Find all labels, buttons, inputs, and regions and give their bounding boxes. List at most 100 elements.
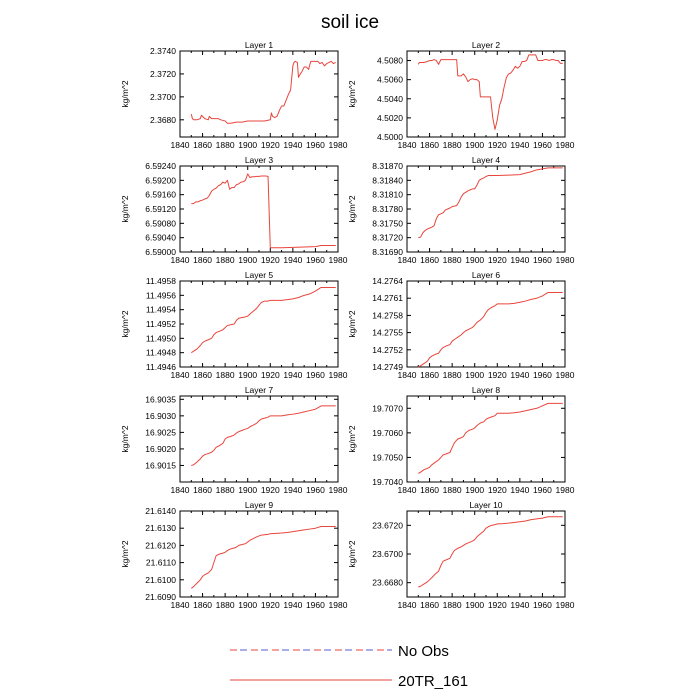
y-tick-label: 11.4958 xyxy=(146,276,176,286)
figure-title: soil ice xyxy=(321,12,379,33)
y-tick-label: 11.4946 xyxy=(146,362,176,372)
panel-layer-10: 1840 1860 1880 1900 1920 1940 1960 198023.66802… xyxy=(347,500,575,610)
x-tick-label: 1920 xyxy=(261,140,280,150)
x-tick-label: 1980 xyxy=(329,600,348,610)
x-tick-label: 1960 xyxy=(533,255,552,265)
panel-title: Layer 6 xyxy=(472,270,501,280)
x-tick-label: 1900 xyxy=(238,140,257,150)
x-tick-label: 1860 xyxy=(420,370,439,380)
x-tick-label: 1940 xyxy=(283,600,302,610)
panel-title: Layer 1 xyxy=(245,40,274,50)
y-tick-label: 14.2758 xyxy=(372,310,403,320)
panel-title: Layer 2 xyxy=(472,40,501,50)
x-tick-label: 1960 xyxy=(306,255,325,265)
y-tick-label: 16.9030 xyxy=(145,411,176,421)
y-tick-label: 4.5060 xyxy=(377,75,403,85)
x-tick-label: 1840 xyxy=(398,370,417,380)
y-tick-label: 8.31870 xyxy=(372,161,403,171)
x-tick-label: 1980 xyxy=(556,370,575,380)
y-tick-label: 6.59240 xyxy=(145,161,176,171)
x-tick-label: 1960 xyxy=(533,370,552,380)
panel-title: Layer 5 xyxy=(245,270,274,280)
x-tick-label: 1960 xyxy=(306,485,325,495)
y-tick-label: 11.4952 xyxy=(146,319,176,329)
x-tick-label: 1920 xyxy=(261,485,280,495)
y-tick-label: 4.5080 xyxy=(377,56,403,66)
series-line-20tr-161 xyxy=(191,405,336,466)
y-tick-label: 6.59120 xyxy=(145,204,176,214)
x-tick-label: 1900 xyxy=(465,370,484,380)
y-tick-label: 4.5020 xyxy=(377,113,403,123)
y-tick-label: 8.31810 xyxy=(372,190,403,200)
series-line-20tr-161 xyxy=(418,167,563,239)
panel-title: Layer 8 xyxy=(472,385,501,395)
y-tick-label: 21.6140 xyxy=(145,506,176,516)
x-tick-label: 1960 xyxy=(533,600,552,610)
x-tick-label: 1840 xyxy=(171,255,190,265)
x-tick-label: 1840 xyxy=(398,485,417,495)
x-tick-label: 1860 xyxy=(193,140,212,150)
x-tick-label: 1920 xyxy=(261,600,280,610)
x-tick-label: 1960 xyxy=(306,600,325,610)
y-tick-label: 8.31750 xyxy=(372,218,403,228)
x-tick-label: 1880 xyxy=(443,600,462,610)
x-tick-label: 1900 xyxy=(238,485,257,495)
x-tick-label: 1940 xyxy=(510,370,529,380)
panel-layer-3: 1840 1860 1880 1900 1920 1940 1960 19806.590006… xyxy=(120,155,348,265)
y-tick-label: 23.6700 xyxy=(372,549,403,559)
y-axis-label: kg/m^2 xyxy=(347,425,357,452)
x-tick-label: 1860 xyxy=(420,140,439,150)
y-tick-label: 21.6110 xyxy=(146,558,176,568)
y-axis-label: kg/m^2 xyxy=(347,80,357,107)
legend-label-20tr-161: 20TR_161 xyxy=(398,673,468,690)
x-tick-label: 1860 xyxy=(193,485,212,495)
panel-title: Layer 7 xyxy=(245,385,274,395)
x-tick-label: 1900 xyxy=(465,485,484,495)
x-tick-label: 1980 xyxy=(556,140,575,150)
panel-grid: 1840 1860 1880 1900 1920 1940 1960 19802.36802.… xyxy=(120,40,575,610)
y-tick-label: 14.2755 xyxy=(372,328,403,338)
y-tick-label: 4.5040 xyxy=(377,94,403,104)
x-tick-label: 1840 xyxy=(398,600,417,610)
x-tick-label: 1940 xyxy=(510,140,529,150)
y-tick-label: 6.59160 xyxy=(145,190,176,200)
panel-layer-5: 1840 1860 1880 1900 1920 1940 1960 198011.49461… xyxy=(120,270,348,380)
x-tick-label: 1860 xyxy=(420,485,439,495)
panel-title: Layer 4 xyxy=(472,155,501,165)
x-tick-label: 1860 xyxy=(193,600,212,610)
x-tick-label: 1900 xyxy=(238,370,257,380)
y-axis-label: kg/m^2 xyxy=(120,425,130,452)
y-axis-label: kg/m^2 xyxy=(120,195,130,222)
x-tick-label: 1840 xyxy=(171,600,190,610)
panel-layer-1: 1840 1860 1880 1900 1920 1940 1960 19802.36802.… xyxy=(120,40,348,150)
x-tick-label: 1880 xyxy=(216,370,235,380)
x-tick-label: 1980 xyxy=(329,370,348,380)
x-tick-label: 1960 xyxy=(306,370,325,380)
y-tick-label: 23.6720 xyxy=(372,520,403,530)
y-axis-label: kg/m^2 xyxy=(120,540,130,567)
y-tick-label: 8.31840 xyxy=(372,175,403,185)
legend: No Obs 20TR_161 xyxy=(230,643,468,690)
panel-layer-7: 1840 1860 1880 1900 1920 1940 1960 198016.90151… xyxy=(120,385,348,495)
x-tick-label: 1920 xyxy=(488,140,507,150)
y-tick-label: 19.7060 xyxy=(372,428,403,438)
y-tick-label: 6.59200 xyxy=(145,175,176,185)
x-tick-label: 1940 xyxy=(283,485,302,495)
y-tick-label: 14.2752 xyxy=(372,345,403,355)
x-tick-label: 1920 xyxy=(261,255,280,265)
x-tick-label: 1940 xyxy=(283,140,302,150)
x-tick-label: 1840 xyxy=(398,140,417,150)
x-tick-label: 1980 xyxy=(556,485,575,495)
y-tick-label: 16.9020 xyxy=(145,444,176,454)
x-tick-label: 1920 xyxy=(488,255,507,265)
legend-label-no-obs: No Obs xyxy=(398,643,449,660)
x-tick-label: 1960 xyxy=(306,140,325,150)
x-tick-label: 1900 xyxy=(238,600,257,610)
series-line-20tr-161 xyxy=(418,291,563,368)
x-tick-label: 1920 xyxy=(261,370,280,380)
x-tick-label: 1860 xyxy=(193,370,212,380)
x-tick-label: 1940 xyxy=(510,255,529,265)
x-tick-label: 1980 xyxy=(329,140,348,150)
